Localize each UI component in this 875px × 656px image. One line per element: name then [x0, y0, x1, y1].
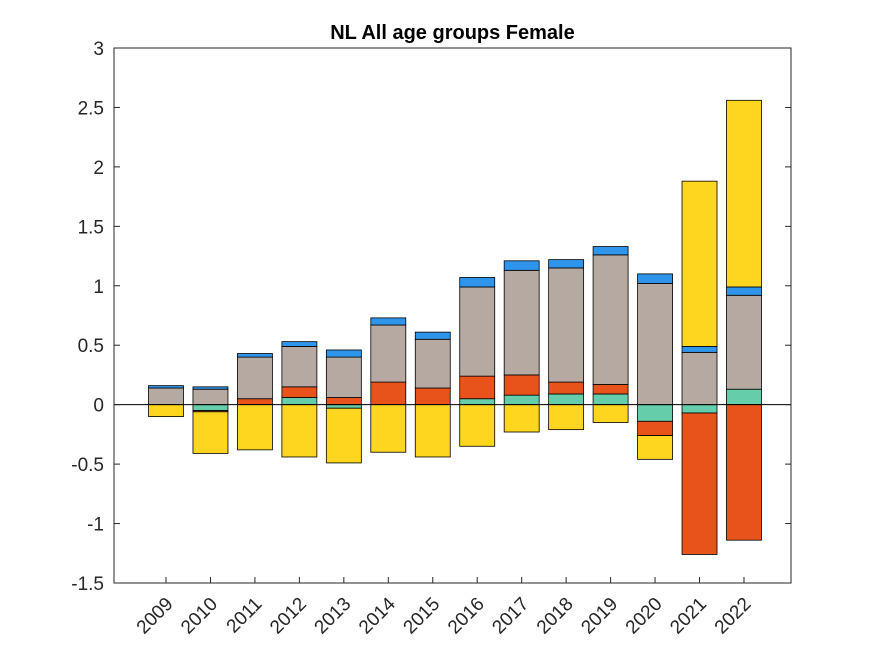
bar-segment [726, 286, 762, 296]
bar-segment [370, 317, 407, 326]
bar-segment [503, 404, 540, 433]
bar-segment [237, 353, 273, 358]
bar-segment [592, 393, 629, 406]
y-tick-label: 3 [93, 39, 104, 60]
bar-segment [503, 260, 540, 271]
bar-segment [548, 404, 585, 431]
bar-segment [414, 404, 451, 458]
y-tick-label: 1.5 [78, 217, 104, 238]
bar-segment [592, 246, 629, 256]
bar-segment [281, 397, 318, 406]
bar-segment [637, 420, 673, 436]
bar-segment [325, 356, 362, 398]
x-tick-label: 2017 [488, 594, 533, 639]
bar-segment [325, 407, 362, 464]
bar-segment [459, 286, 496, 377]
x-tick-label: 2010 [177, 594, 222, 639]
bar-segment [637, 282, 673, 406]
x-tick-label: 2020 [622, 594, 667, 639]
bar-segment [459, 375, 496, 400]
bar-segment [370, 324, 407, 383]
x-tick-label: 2009 [133, 594, 178, 639]
bar-segment [281, 341, 318, 347]
bar-segment [281, 386, 318, 398]
bar-segment [681, 404, 718, 414]
y-tick-label: -1.5 [71, 574, 104, 595]
bar-segment [548, 393, 585, 406]
bar-segment [592, 384, 629, 395]
bar-segment [192, 386, 229, 390]
bar-segment [637, 435, 673, 460]
x-tick-label: 2013 [311, 594, 356, 639]
bar-segment [192, 404, 229, 412]
bar-segment [459, 398, 496, 406]
bar-segment [503, 394, 540, 406]
bar-segment [414, 387, 451, 406]
bar-segment [548, 259, 585, 269]
bar-segment [237, 356, 273, 400]
bar-segment [325, 349, 362, 358]
bar-segment [681, 351, 718, 406]
plot-area [114, 48, 791, 583]
bar-segment [503, 269, 540, 376]
chart-title: NL All age groups Female [330, 22, 575, 44]
bar-segment [726, 99, 762, 288]
bar-segment [325, 397, 362, 406]
bar-segment [192, 388, 229, 406]
bar-segment [592, 254, 629, 385]
bar-segment [592, 404, 629, 423]
x-tick-label: 2011 [223, 594, 267, 638]
x-tick-label: 2021 [666, 594, 711, 639]
y-tick-label: 0.5 [78, 336, 104, 357]
bar-segment [681, 412, 718, 555]
bar-segment [726, 294, 762, 390]
x-tick-label: 2018 [533, 594, 578, 639]
bar-segment [681, 346, 718, 353]
y-tick-label: -0.5 [71, 455, 104, 476]
y-tick-label: -1 [87, 515, 104, 536]
bar-segment [726, 404, 762, 541]
x-tick-label: 2015 [400, 594, 445, 639]
bar-segment [148, 385, 184, 389]
y-tick-label: 2 [93, 158, 104, 179]
bar-segment [192, 411, 229, 454]
bar-segment [414, 331, 451, 340]
bar-segment [637, 273, 673, 284]
y-axis: -1.5 -1 -0.5 0 0.5 1 1.5 2 2.5 3 [71, 39, 791, 595]
bar-segment [503, 374, 540, 396]
bar-segment [148, 387, 184, 406]
bar-segment [637, 404, 673, 422]
x-tick-label: 2022 [711, 594, 756, 639]
x-tick-label: 2016 [444, 594, 489, 639]
bar-segment [548, 267, 585, 383]
plot-frame [113, 47, 792, 584]
y-tick-label: 1 [93, 277, 104, 298]
bar-segment [281, 404, 318, 458]
y-tick-label: 0 [93, 396, 104, 417]
bar-segment [370, 404, 407, 453]
bar-segment [459, 277, 496, 288]
bar-segment [148, 404, 184, 417]
x-tick-label: 2014 [355, 593, 400, 638]
x-tick-label: 2019 [577, 594, 622, 639]
x-tick-label: 2012 [266, 594, 311, 639]
bar-segment [548, 381, 585, 395]
bar-segment [370, 381, 407, 406]
bar-segment [237, 398, 273, 406]
bar-segment [281, 346, 318, 388]
y-tick-label: 2.5 [78, 98, 104, 119]
bar-segment [681, 180, 718, 347]
x-axis: 2009 2010 2011 2012 2013 2014 2015 2016 2017 2018… [133, 577, 756, 638]
bar-segment [726, 388, 762, 406]
bar-segment [459, 404, 496, 447]
bar-segment [325, 404, 362, 409]
bar-segment [414, 338, 451, 389]
bar-segment [237, 404, 273, 451]
